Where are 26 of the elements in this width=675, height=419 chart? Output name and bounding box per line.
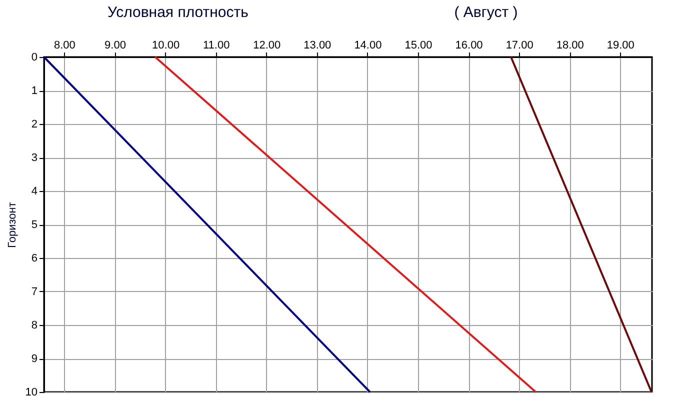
x-tick-label: 10.00 xyxy=(152,40,180,52)
x-tick-label: 9.00 xyxy=(104,40,126,52)
x-tick-label: 17.00 xyxy=(506,40,534,52)
y-tick-label: 8 xyxy=(31,320,38,332)
y-tick-label: 2 xyxy=(31,118,38,130)
y-tick-label: 3 xyxy=(31,152,38,164)
y-tick-label: 5 xyxy=(31,219,38,231)
x-tick-label: 11.00 xyxy=(202,40,230,52)
y-tick-label: 10 xyxy=(25,386,38,398)
x-tick-label: 8.00 xyxy=(54,40,76,52)
x-tick-label: 14.00 xyxy=(354,40,382,52)
y-tick-label: 7 xyxy=(31,286,38,298)
y-axis-title: Горизонт xyxy=(6,202,18,248)
x-tick-label: 18.00 xyxy=(556,40,584,52)
x-tick-label: 16.00 xyxy=(455,40,483,52)
x-tick-label: 13.00 xyxy=(304,40,332,52)
y-tick-label: 1 xyxy=(31,85,38,97)
y-tick-label: 6 xyxy=(31,252,38,264)
x-tick-label: 12.00 xyxy=(253,40,281,52)
y-tick-label: 0 xyxy=(31,52,38,64)
y-tick-label: 9 xyxy=(31,353,38,365)
y-tick-label: 4 xyxy=(31,186,38,198)
x-tick-label: 19.00 xyxy=(606,40,634,52)
chart-title: Условная плотность xyxy=(108,4,249,21)
text: ( Август ) xyxy=(454,4,518,21)
x-tick-label: 15.00 xyxy=(404,40,432,52)
